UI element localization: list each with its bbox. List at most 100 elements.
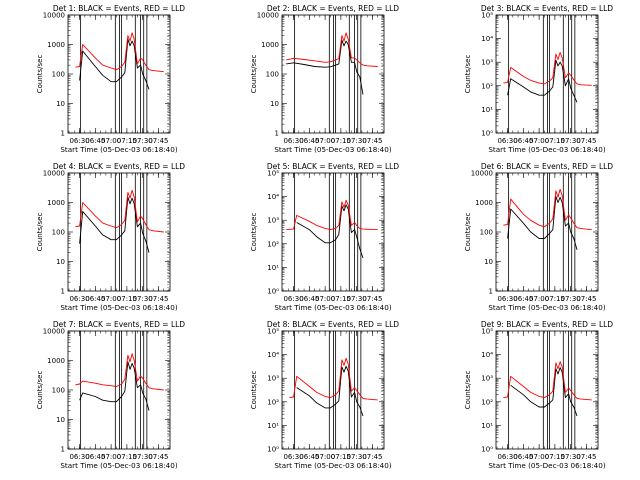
panel-det-2: Det 2: BLACK = Events, RED = LLD 1 10 100 10… (250, 4, 399, 154)
x-tick-label: 06:30 (69, 295, 89, 303)
x-tick-label: 07:00 (529, 137, 549, 145)
x-tick-label: 07:30 (347, 295, 367, 303)
y-tick-label: 1 (61, 446, 65, 454)
x-tick-label: 06:45 (85, 453, 105, 461)
x-tick-label: 07:00 (315, 453, 335, 461)
y-tick-label: 10 (56, 416, 65, 424)
series-line-events (510, 367, 578, 417)
y-tick-label: 10000 (257, 12, 279, 20)
x-tick-label: 07:45 (362, 137, 382, 145)
y-tick-label: 10 (56, 100, 65, 108)
x-axis-label: Start Time (05-Dec-03 06:18:40) (60, 303, 177, 312)
y-tick-label: 1 (275, 130, 279, 138)
series-line-events (507, 196, 578, 250)
x-axis-label: Start Time (05-Dec-03 06:18:40) (60, 145, 177, 154)
series-line-lld (503, 188, 592, 231)
panel-title: Det 4: BLACK = Events, RED = LLD (53, 162, 185, 171)
x-tick-label: 07:45 (362, 295, 382, 303)
x-tick-label: 06:45 (85, 295, 105, 303)
y-tick-label: 1000 (47, 199, 65, 207)
x-tick-label: 06:45 (299, 137, 319, 145)
y-tick-label: 10000 (43, 170, 65, 178)
panel-det-3: Det 3: BLACK = Events, RED = LLD 10⁰ 10¹ 10… (464, 4, 613, 154)
x-tick-label: 06:30 (69, 453, 89, 461)
plot-frame (495, 172, 599, 292)
x-tick-label: 07:00 (101, 295, 121, 303)
x-tick-label: 06:30 (283, 453, 303, 461)
y-tick-label: 10² (481, 82, 493, 90)
y-tick-label: 10000 (43, 12, 65, 20)
panel-title: Det 8: BLACK = Events, RED = LLD (267, 320, 399, 329)
plot-frame (281, 14, 385, 134)
y-tick-label: 10² (481, 398, 493, 406)
series-line-lld (503, 51, 592, 86)
series-line-events (507, 59, 578, 103)
x-tick-label: 07:00 (101, 453, 121, 461)
x-tick-label: 06:45 (513, 137, 533, 145)
series-line-events (79, 196, 150, 253)
panel-det-7: Det 7: BLACK = Events, RED = LLD 1 10 100 10… (36, 320, 185, 470)
y-tick-label: 1000 (47, 41, 65, 49)
y-tick-label: 10¹ (481, 422, 493, 430)
y-tick-label: 10⁴ (481, 35, 493, 43)
x-tick-label: 07:45 (362, 453, 382, 461)
x-tick-label: 06:45 (513, 453, 533, 461)
y-tick-label: 10 (270, 100, 279, 108)
x-tick-label: 07:15 (545, 295, 565, 303)
x-tick-label: 06:30 (69, 137, 89, 145)
y-tick-label: 10000 (43, 328, 65, 336)
y-tick-label: 1000 (261, 41, 279, 49)
panel-title: Det 9: BLACK = Events, RED = LLD (481, 320, 613, 329)
x-tick-label: 07:30 (133, 453, 153, 461)
x-tick-label: 07:15 (117, 137, 137, 145)
y-tick-label: 10⁵ (481, 12, 493, 20)
y-axis-label: Counts/sec (36, 55, 44, 94)
y-axis-label: Counts/sec (250, 55, 258, 94)
plot-frame (67, 14, 171, 134)
series-line-lld (286, 32, 378, 67)
y-tick-label: 10⁰ (481, 446, 493, 454)
series-line-lld (75, 189, 164, 233)
x-tick-label: 06:30 (283, 295, 303, 303)
y-tick-label: 10¹ (267, 264, 279, 272)
y-tick-label: 10¹ (481, 106, 493, 114)
y-tick-label: 10000 (471, 170, 493, 178)
panel-det-8: Det 8: BLACK = Events, RED = LLD 10⁰ 10¹ 10… (250, 320, 399, 470)
panel-det-6: Det 6: BLACK = Events, RED = LLD 1 10 100 10… (464, 162, 613, 312)
y-tick-label: 10³ (267, 217, 279, 225)
x-tick-label: 07:00 (529, 295, 549, 303)
y-tick-label: 10⁴ (267, 193, 279, 201)
y-tick-label: 10¹ (267, 422, 279, 430)
series-line-events (79, 38, 150, 90)
plot-frame (67, 330, 171, 450)
y-axis-label: Counts/sec (250, 213, 258, 252)
x-axis-label: Start Time (05-Dec-03 06:18:40) (60, 461, 177, 470)
series-line-lld (503, 361, 592, 401)
x-tick-label: 06:45 (513, 295, 533, 303)
series-line-events (286, 39, 364, 95)
series-line-events (296, 204, 364, 259)
x-tick-label: 07:45 (576, 453, 596, 461)
plot-frame (495, 330, 599, 450)
panel-det-4: Det 4: BLACK = Events, RED = LLD 1 10 100 10… (36, 162, 185, 312)
y-tick-label: 10⁰ (267, 288, 279, 296)
x-tick-label: 07:45 (576, 137, 596, 145)
x-tick-label: 07:00 (529, 453, 549, 461)
x-tick-label: 07:15 (117, 295, 137, 303)
y-tick-label: 1 (61, 130, 65, 138)
panel-title: Det 7: BLACK = Events, RED = LLD (53, 320, 185, 329)
x-tick-label: 06:30 (497, 295, 517, 303)
y-tick-label: 100 (52, 229, 65, 237)
y-tick-label: 100 (480, 229, 493, 237)
x-tick-label: 07:15 (331, 453, 351, 461)
series-line-lld (75, 32, 164, 73)
x-tick-label: 07:15 (331, 295, 351, 303)
series-line-events (296, 365, 364, 417)
plot-frame (495, 14, 599, 134)
x-tick-label: 07:15 (331, 137, 351, 145)
panel-det-9: Det 9: BLACK = Events, RED = LLD 10⁰ 10¹ 10… (464, 320, 613, 470)
y-tick-label: 10⁵ (267, 170, 279, 178)
x-tick-label: 07:30 (133, 137, 153, 145)
y-tick-label: 10⁵ (267, 328, 279, 336)
x-tick-label: 06:30 (283, 137, 303, 145)
